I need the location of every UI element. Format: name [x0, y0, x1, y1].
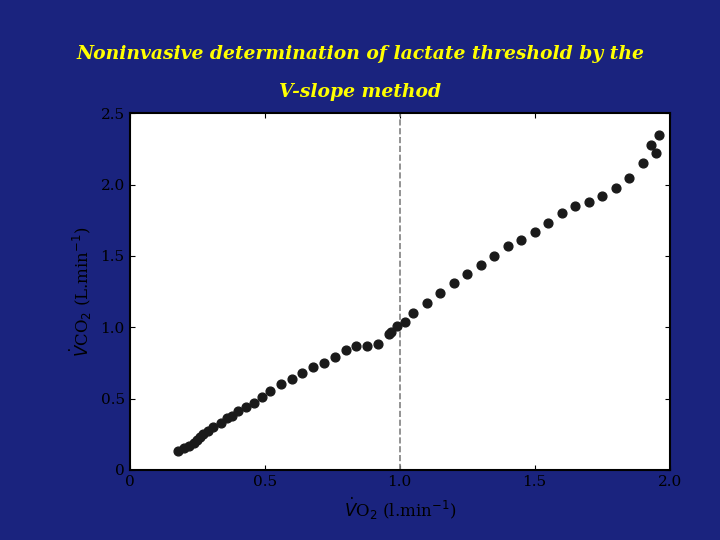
Point — [248, 399, 259, 407]
Point — [178, 444, 189, 453]
X-axis label: $\dot{V}$O$_2$ (l.min$^{-1}$): $\dot{V}$O$_2$ (l.min$^{-1}$) — [343, 496, 456, 522]
Point — [383, 330, 395, 339]
Point — [408, 309, 419, 318]
Point — [256, 393, 268, 401]
Point — [474, 260, 486, 269]
Point — [192, 436, 203, 444]
Point — [297, 368, 308, 377]
Point — [202, 427, 214, 436]
Point — [570, 202, 581, 211]
Point — [221, 414, 233, 423]
Point — [434, 289, 446, 298]
Text: Noninvasive determination of lactate threshold by the: Noninvasive determination of lactate thr… — [76, 45, 644, 63]
Point — [361, 341, 373, 350]
Point — [650, 149, 662, 158]
Point — [275, 380, 287, 389]
Point — [610, 183, 621, 192]
Point — [448, 279, 459, 287]
Point — [173, 447, 184, 456]
Point — [318, 359, 330, 367]
Point — [528, 227, 540, 236]
Point — [596, 192, 608, 200]
Point — [240, 403, 251, 411]
Point — [502, 242, 513, 251]
Point — [351, 341, 362, 350]
Point — [420, 299, 432, 307]
Point — [197, 430, 208, 438]
Point — [516, 236, 527, 245]
Point — [462, 270, 473, 279]
Point — [183, 441, 194, 450]
Point — [307, 363, 319, 372]
Point — [264, 387, 276, 396]
Point — [232, 407, 243, 416]
Point — [189, 438, 200, 447]
Point — [399, 317, 410, 326]
Point — [329, 353, 341, 361]
Point — [340, 346, 351, 354]
Text: V-slope method: V-slope method — [279, 83, 441, 101]
Point — [645, 140, 657, 149]
Point — [194, 433, 206, 441]
Point — [542, 219, 554, 227]
Point — [624, 173, 635, 182]
Point — [556, 209, 567, 218]
Point — [226, 411, 238, 420]
Point — [386, 327, 397, 336]
Point — [216, 418, 228, 427]
Point — [653, 131, 665, 139]
Point — [582, 198, 594, 206]
Point — [488, 252, 500, 260]
Point — [372, 340, 384, 349]
Point — [636, 159, 648, 167]
Point — [286, 374, 297, 383]
Y-axis label: $\dot{V}$CO$_2$ (L.min$^{-1}$): $\dot{V}$CO$_2$ (L.min$^{-1}$) — [68, 226, 94, 357]
Point — [391, 321, 402, 330]
Point — [207, 423, 219, 431]
